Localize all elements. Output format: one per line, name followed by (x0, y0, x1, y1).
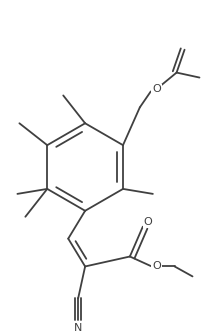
Text: O: O (143, 217, 152, 227)
Text: O: O (152, 262, 161, 272)
Text: N: N (74, 323, 82, 333)
Text: O: O (152, 85, 161, 95)
